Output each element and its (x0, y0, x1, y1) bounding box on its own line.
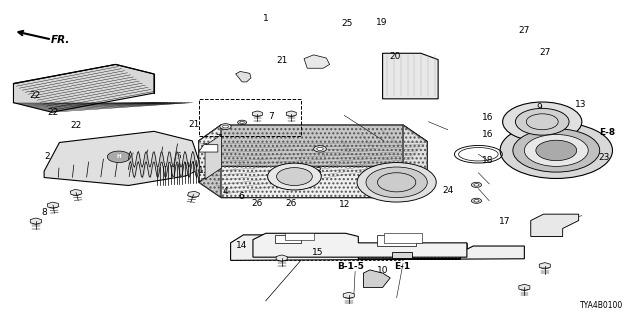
Text: 9: 9 (536, 103, 542, 112)
Circle shape (513, 129, 600, 172)
Text: 7: 7 (268, 113, 274, 122)
Polygon shape (285, 233, 314, 240)
Polygon shape (531, 214, 579, 236)
Circle shape (515, 108, 569, 135)
Polygon shape (221, 166, 428, 197)
Circle shape (524, 134, 588, 166)
Circle shape (502, 102, 582, 141)
Circle shape (471, 198, 481, 203)
Text: 27: 27 (539, 48, 550, 57)
Text: 13: 13 (575, 100, 586, 109)
Circle shape (268, 163, 321, 190)
Text: 12: 12 (339, 200, 350, 209)
Circle shape (276, 168, 312, 186)
Circle shape (474, 199, 479, 202)
Text: 17: 17 (499, 217, 511, 226)
Circle shape (314, 146, 326, 152)
Polygon shape (230, 235, 524, 260)
Text: E-8: E-8 (599, 128, 616, 137)
Circle shape (240, 121, 244, 124)
Polygon shape (383, 53, 438, 99)
Polygon shape (403, 125, 428, 182)
Text: 2: 2 (44, 152, 49, 161)
Text: TYA4B0100: TYA4B0100 (580, 301, 623, 310)
Polygon shape (253, 233, 467, 257)
Circle shape (108, 151, 131, 163)
Polygon shape (304, 55, 330, 68)
Circle shape (474, 184, 479, 186)
Text: 26: 26 (252, 199, 263, 208)
Circle shape (366, 167, 428, 197)
Text: 8: 8 (41, 208, 47, 217)
FancyBboxPatch shape (392, 252, 412, 258)
Polygon shape (44, 131, 198, 186)
Text: H: H (116, 154, 121, 159)
Text: 23: 23 (598, 153, 610, 162)
Text: 16: 16 (481, 130, 493, 139)
Circle shape (500, 123, 612, 179)
Text: 7: 7 (201, 143, 207, 152)
Polygon shape (378, 235, 416, 246)
Circle shape (237, 120, 246, 124)
Polygon shape (70, 189, 82, 196)
Polygon shape (205, 134, 221, 179)
Text: 10: 10 (377, 266, 388, 276)
Polygon shape (188, 191, 200, 197)
Text: 16: 16 (481, 114, 493, 123)
Text: 6: 6 (239, 192, 244, 201)
Polygon shape (30, 218, 42, 224)
Circle shape (536, 140, 577, 161)
Text: 24: 24 (442, 186, 453, 195)
Polygon shape (252, 111, 262, 117)
Text: B-1-5: B-1-5 (337, 262, 364, 271)
Polygon shape (198, 125, 428, 197)
Polygon shape (286, 111, 296, 117)
Text: E-1: E-1 (394, 262, 410, 271)
Polygon shape (47, 202, 59, 208)
Polygon shape (13, 64, 154, 112)
Text: 5: 5 (175, 152, 181, 161)
Text: 19: 19 (376, 18, 388, 27)
Text: 27: 27 (518, 27, 530, 36)
Text: FR.: FR. (51, 35, 70, 44)
Circle shape (357, 163, 436, 202)
Text: 1: 1 (263, 14, 269, 23)
Text: 21: 21 (276, 56, 287, 65)
Polygon shape (276, 255, 287, 261)
Polygon shape (364, 270, 390, 287)
Text: 22: 22 (70, 121, 82, 130)
Polygon shape (343, 292, 355, 299)
Circle shape (317, 147, 323, 150)
Text: 3: 3 (316, 167, 321, 176)
Polygon shape (275, 235, 301, 243)
Text: 4: 4 (223, 188, 228, 196)
Polygon shape (540, 263, 550, 269)
Polygon shape (198, 145, 218, 152)
Polygon shape (384, 233, 422, 243)
Text: 7: 7 (215, 134, 221, 143)
Polygon shape (236, 71, 251, 82)
Text: 21: 21 (188, 120, 199, 129)
Text: 14: 14 (236, 241, 248, 250)
Text: 22: 22 (47, 108, 59, 117)
Text: 15: 15 (312, 248, 324, 257)
Text: 25: 25 (341, 19, 353, 28)
Text: 26: 26 (285, 199, 297, 208)
Text: 22: 22 (29, 91, 40, 100)
Circle shape (471, 182, 481, 188)
Polygon shape (198, 125, 221, 182)
Circle shape (223, 125, 228, 128)
Circle shape (220, 124, 231, 129)
Text: 20: 20 (390, 52, 401, 61)
Text: 18: 18 (481, 156, 493, 164)
Text: 11: 11 (198, 166, 209, 175)
Polygon shape (519, 284, 530, 291)
